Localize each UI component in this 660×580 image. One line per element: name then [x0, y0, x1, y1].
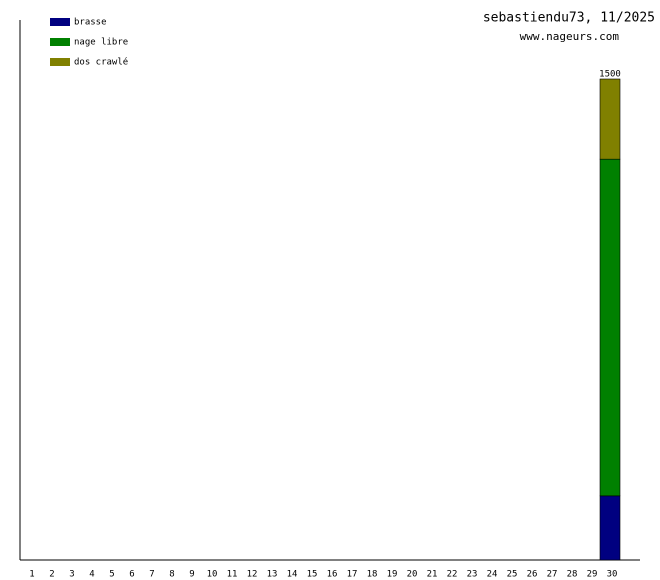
legend-swatch: [50, 18, 70, 26]
x-tick-label: 22: [447, 570, 458, 580]
x-tick-label: 19: [387, 570, 398, 580]
x-tick-label: 26: [527, 570, 538, 580]
bar-segment: [599, 495, 621, 561]
x-tick-label: 18: [367, 570, 378, 580]
x-tick-label: 10: [207, 570, 218, 580]
x-tick-label: 20: [407, 570, 418, 580]
x-tick-label: 23: [467, 570, 478, 580]
legend-label: brasse: [74, 18, 107, 28]
x-tick-label: 29: [587, 570, 598, 580]
x-tick-label: 8: [169, 570, 174, 580]
x-tick-label: 14: [287, 570, 298, 580]
x-tick-label: 24: [487, 570, 498, 580]
x-tick-label: 1: [29, 570, 34, 580]
x-tick-label: 5: [109, 570, 114, 580]
x-tick-label: 11: [227, 570, 238, 580]
x-tick-label: 4: [89, 570, 94, 580]
x-tick-label: 21: [427, 570, 438, 580]
legend-label: dos crawlé: [74, 57, 128, 68]
x-tick-label: 30: [607, 570, 618, 580]
x-tick-label: 7: [149, 570, 154, 580]
x-tick-label: 3: [69, 570, 74, 580]
x-tick-label: 2: [49, 570, 54, 580]
x-tick-label: 17: [347, 570, 358, 580]
x-tick-label: 6: [129, 570, 134, 580]
legend-label: nage libre: [74, 38, 128, 48]
x-tick-label: 12: [247, 570, 258, 580]
bar-segment: [599, 78, 621, 160]
legend-swatch: [50, 58, 70, 66]
x-tick-label: 16: [327, 570, 338, 580]
x-tick-label: 25: [507, 570, 518, 580]
x-tick-label: 15: [307, 570, 318, 580]
total-label: 1500: [599, 70, 621, 80]
x-tick-label: 28: [567, 570, 578, 580]
chart-subtitle: www.nageurs.com: [520, 30, 620, 43]
x-tick-label: 13: [267, 570, 278, 580]
x-tick-label: 9: [189, 570, 194, 580]
chart-title: sebastiendu73, 11/2025: [483, 11, 655, 26]
bar-segment: [599, 158, 621, 497]
x-tick-label: 27: [547, 570, 558, 580]
legend-swatch: [50, 38, 70, 46]
